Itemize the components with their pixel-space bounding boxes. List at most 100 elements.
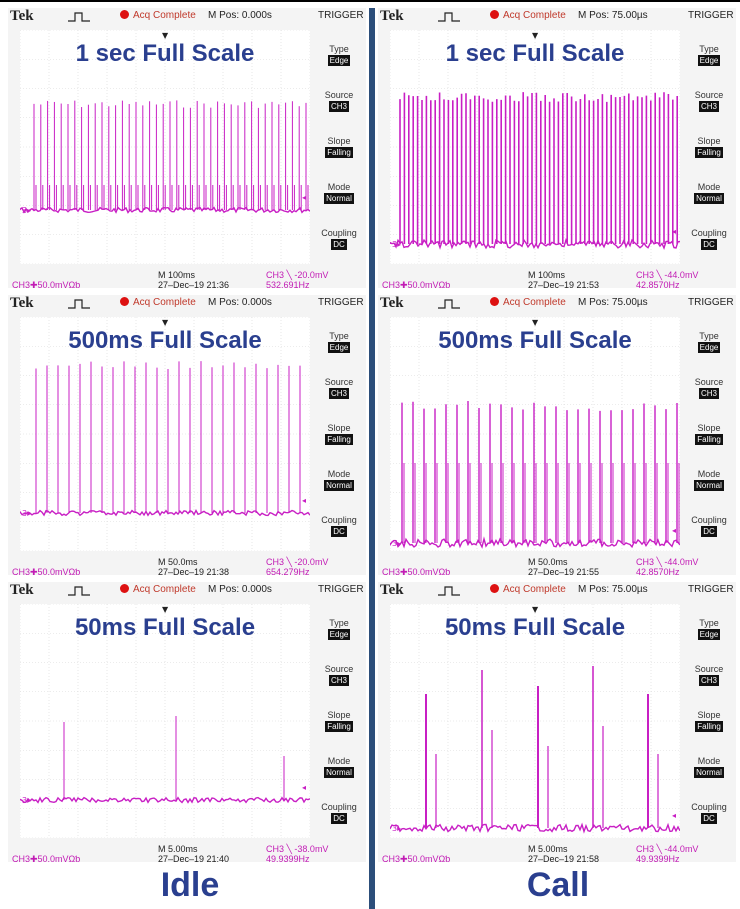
trigger-heading: TRIGGER [318,584,364,595]
ch3-trigger-readout: CH3 ╲ -44.0mV [636,270,699,280]
trigger-menu-item[interactable]: Type Edge [684,44,734,66]
acq-label: Acq Complete [133,297,196,308]
menu-item-label: Coupling [321,228,357,238]
ch3-trigger-readout: CH3 ╲ -20.0mV [266,270,329,280]
menu-item-label: Source [324,90,354,100]
trigger-menu-item[interactable]: Coupling DC [684,802,734,824]
trigger-menu-item[interactable]: Slope Falling [314,710,364,732]
timebase-readout: M 50.0ms [158,557,198,567]
trigger-heading: TRIGGER [318,297,364,308]
trigger-menu-item[interactable]: Coupling DC [314,515,364,537]
pulse-icon [438,11,460,29]
trigger-menu-item[interactable]: Source CH3 [314,377,364,399]
menu-item-value: Falling [695,147,723,158]
baseline-trace [20,796,310,804]
trigger-menu-item[interactable]: Type Edge [314,44,364,66]
pulse-icon [438,298,460,316]
scale-title: 50ms Full Scale [444,614,626,641]
frequency-readout: 49.9399Hz [266,854,310,862]
menu-item-value: Edge [697,55,721,66]
menu-item-value: Edge [327,342,351,353]
trigger-menu-item[interactable]: Mode Normal [684,469,734,491]
trigger-position-marker: ▼ [532,318,539,327]
acq-label: Acq Complete [133,584,196,595]
trigger-menu-item[interactable]: Mode Normal [314,182,364,204]
timebase-readout: M 100ms [528,270,566,280]
acq-status: Acq Complete [490,584,566,602]
mpos-readout: M Pos: 0.000s [208,297,272,308]
ch3-scale-readout: CH3✚50.0mVΩƅ [12,567,81,575]
scope-screen: 3▸ ◂ ▼ 500ms Full Scale [20,317,310,551]
menu-item-value: Edge [327,55,351,66]
trigger-menu-item[interactable]: Slope Falling [684,136,734,158]
menu-item-value: CH3 [328,675,349,686]
trigger-menu-item[interactable]: Mode Normal [314,469,364,491]
ground-marker: 3▸ [392,824,401,833]
center-divider [369,8,375,909]
trigger-heading: TRIGGER [318,10,364,21]
trigger-menu-item[interactable]: Source CH3 [314,664,364,686]
trigger-menu-item[interactable]: Mode Normal [684,182,734,204]
ch3-scale-readout: CH3✚50.0mVΩƅ [12,280,81,288]
trigger-menu-item[interactable]: Slope Falling [314,136,364,158]
acq-status: Acq Complete [490,297,566,315]
waveform-plot: 3▸ ◂ ▼ [20,30,310,264]
menu-item-value: Falling [325,434,353,445]
trigger-menu-item[interactable]: Source CH3 [684,377,734,399]
menu-item-value: Normal [694,480,724,491]
menu-item-label: Coupling [691,515,727,525]
ground-marker: 3▸ [22,206,31,215]
trigger-menu-item[interactable]: Slope Falling [684,710,734,732]
brand-label: Tek [380,8,404,24]
ch3-trigger-readout: CH3 ╲ -38.0mV [266,844,329,854]
trigger-menu-item[interactable]: Coupling DC [314,802,364,824]
record-icon [490,10,499,19]
trigger-marker: ◂ [672,811,676,820]
trigger-menu-item[interactable]: Mode Normal [684,756,734,778]
mpos-readout: M Pos: 0.000s [208,10,272,21]
trigger-menu-item[interactable]: Type Edge [314,618,364,640]
trigger-menu-item[interactable]: Source CH3 [684,90,734,112]
frequency-readout: 654.279Hz [266,567,310,575]
trigger-menu-item[interactable]: Source CH3 [684,664,734,686]
menu-item-value: DC [701,813,717,824]
ch3-scale-readout: CH3✚50.0mVΩƅ [382,567,451,575]
acq-label: Acq Complete [503,584,566,595]
trigger-marker: ◂ [672,227,676,236]
trigger-position-marker: ▼ [532,31,539,40]
menu-item-label: Mode [697,182,721,192]
brand-label: Tek [10,582,34,598]
idle-label: Idle [160,866,220,904]
acq-label: Acq Complete [503,10,566,21]
trigger-menu-item[interactable]: Mode Normal [314,756,364,778]
menu-item-label: Slope [697,423,721,433]
waveform-plot: 3▸ ◂ ▼ [20,317,310,551]
trigger-menu-item[interactable]: Slope Falling [684,423,734,445]
trigger-marker: ◂ [302,193,306,202]
menu-item-label: Mode [697,469,721,479]
datetime-readout: 27–Dec–19 21:55 [528,567,600,575]
trigger-menu-item[interactable]: Coupling DC [684,515,734,537]
menu-item-label: Slope [327,710,351,720]
ground-marker: 3▸ [392,539,401,548]
menu-item-label: Coupling [321,515,357,525]
trigger-menu-item[interactable]: Source CH3 [314,90,364,112]
ch3-scale-readout: CH3✚50.0mVΩƅ [382,280,451,288]
scope-panel: Tek Acq Complete M Pos: 0.000s TRIGGER 3… [8,582,366,862]
trigger-menu-item[interactable]: Type Edge [684,618,734,640]
trigger-menu-item[interactable]: Type Edge [314,331,364,353]
mpos-readout: M Pos: 75.00µs [578,584,648,595]
trigger-menu-item[interactable]: Type Edge [684,331,734,353]
trigger-menu-item[interactable]: Slope Falling [314,423,364,445]
menu-item-value: DC [701,239,717,250]
trigger-menu-item[interactable]: Coupling DC [684,228,734,250]
trigger-menu-item[interactable]: Coupling DC [314,228,364,250]
menu-item-value: Edge [327,629,351,640]
acq-status: Acq Complete [120,10,196,28]
brand-label: Tek [380,582,404,598]
menu-item-value: DC [331,526,347,537]
scale-title: 500ms Full Scale [68,327,262,354]
menu-item-label: Source [694,664,724,674]
menu-item-label: Source [324,377,354,387]
menu-item-value: Normal [324,767,354,778]
